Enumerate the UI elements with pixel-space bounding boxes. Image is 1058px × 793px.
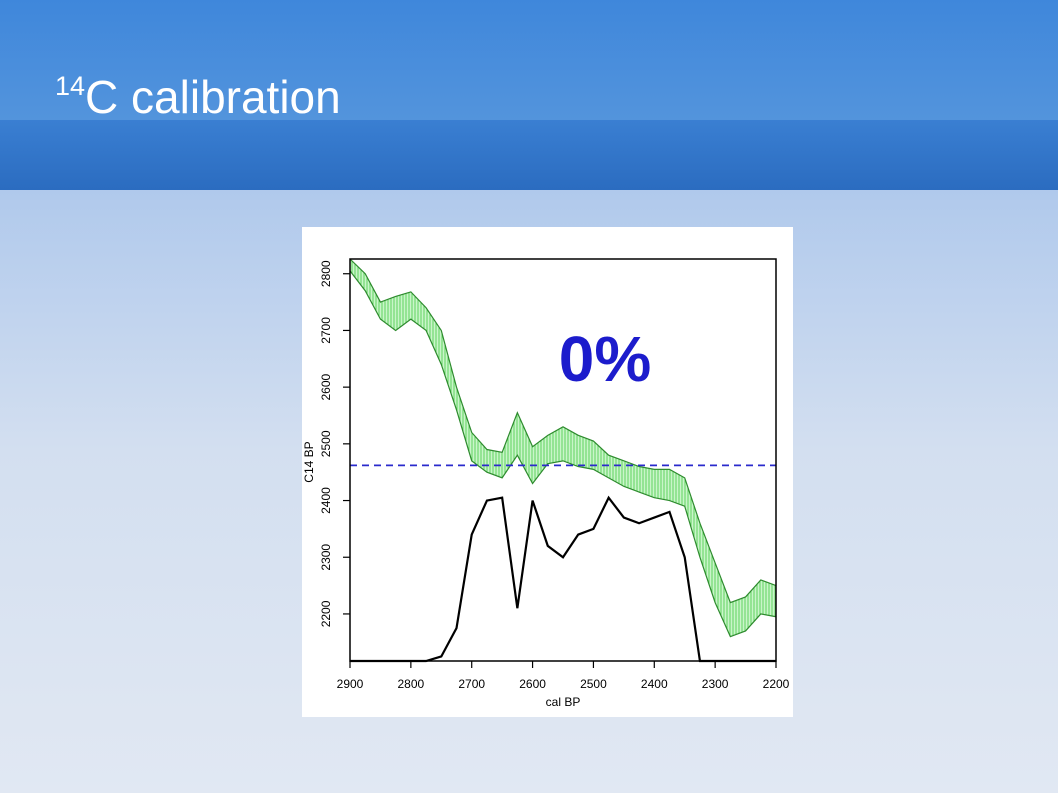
y-tick-label: 2300 (319, 544, 333, 571)
y-tick-label: 2800 (319, 260, 333, 287)
x-tick-label: 2700 (458, 677, 485, 691)
y-tick-label: 2400 (319, 487, 333, 514)
x-axis-label: cal BP (546, 695, 581, 709)
title-text: C calibration (85, 71, 341, 123)
y-tick-label: 2700 (319, 317, 333, 344)
x-tick-label: 2300 (702, 677, 729, 691)
slide-title: 14C calibration (55, 70, 341, 124)
series-line (349, 270, 777, 638)
series-line (349, 258, 777, 604)
y-tick-label: 2600 (319, 373, 333, 400)
y-tick-label: 2500 (319, 430, 333, 457)
header-band (0, 120, 1058, 190)
x-tick-label: 2600 (519, 677, 546, 691)
header-band (0, 0, 1058, 120)
x-tick-label: 2500 (580, 677, 607, 691)
x-tick-label: 2200 (763, 677, 790, 691)
x-tick-label: 2400 (641, 677, 668, 691)
x-tick-label: 2800 (398, 677, 425, 691)
title-superscript: 14 (55, 71, 86, 101)
y-tick-label: 2200 (319, 600, 333, 627)
plot-frame (349, 258, 777, 662)
y-axis-label: C14 BP (302, 441, 316, 482)
annotation: 0% (559, 323, 652, 395)
band-fill (350, 259, 776, 637)
x-tick-label: 2900 (337, 677, 364, 691)
